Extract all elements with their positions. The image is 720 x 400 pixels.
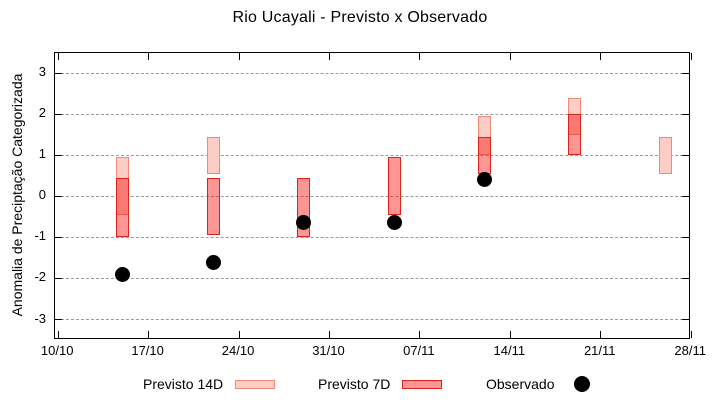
previsto-14d-bar [658, 136, 672, 174]
previsto-14d-bar [477, 116, 491, 156]
y-tick-label: -2 [34, 269, 46, 285]
observado-dot-icon [574, 376, 591, 392]
y-tick-left [55, 236, 62, 238]
x-tick-top [57, 53, 59, 60]
x-tick-bottom [57, 331, 59, 338]
y-tick-label: 1 [38, 146, 46, 162]
previsto-7d-bar [116, 177, 130, 238]
legend-item-previsto-7d: Previsto 7D [318, 376, 443, 392]
y-tick-label: 0 [38, 187, 46, 203]
legend-label-observado: Observado [486, 376, 555, 392]
legend-label-previsto-7d: Previsto 7D [318, 376, 391, 392]
previsto-7d-bar [568, 114, 582, 156]
previsto-7d-swatch-icon [402, 379, 443, 389]
x-tick-bottom [690, 331, 692, 338]
previsto-14d-bar [206, 136, 220, 174]
x-tick-top [328, 53, 330, 60]
y-tick-right [682, 277, 689, 279]
observado-point [115, 266, 131, 282]
x-tick-label: 10/10 [40, 343, 74, 358]
y-gridline [56, 154, 688, 156]
y-tick-right [682, 113, 689, 115]
y-gridline [56, 277, 688, 279]
y-tick-right [682, 236, 689, 238]
y-tick-right [682, 154, 689, 156]
legend: Previsto 14D Previsto 7D Observado [0, 374, 720, 400]
x-tick-label: 31/10 [312, 343, 345, 358]
plot-area [54, 52, 692, 339]
previsto-14d-swatch-icon [235, 379, 276, 389]
y-tick-left [55, 277, 62, 279]
y-gridline [56, 319, 688, 320]
x-tick-label: 07/11 [403, 343, 435, 358]
x-tick-bottom [419, 331, 421, 338]
previsto-7d-bar [387, 157, 401, 215]
previsto-7d-bar [477, 136, 491, 174]
y-tick-label: -3 [34, 310, 46, 326]
y-tick-right [682, 195, 689, 197]
observado-point [296, 215, 312, 231]
x-tick-top [238, 53, 240, 60]
x-tick-label: 21/11 [583, 343, 616, 358]
x-tick-top [419, 53, 421, 60]
y-tick-left [55, 195, 62, 197]
x-tick-label: 28/11 [674, 343, 706, 358]
x-tick-bottom [238, 331, 240, 338]
x-tick-label: 17/10 [131, 343, 164, 358]
x-tick-bottom [600, 331, 602, 338]
previsto-7d-bar [206, 177, 220, 236]
legend-item-observado: Observado [486, 376, 591, 392]
observado-point [476, 172, 492, 188]
y-tick-left [55, 113, 62, 115]
x-tick-label: 24/10 [221, 343, 255, 358]
legend-item-previsto-14d: Previsto 14D [143, 376, 276, 392]
y-tick-right [682, 319, 689, 320]
y-gridline [56, 72, 688, 74]
x-tick-bottom [328, 331, 330, 338]
y-tick-left [55, 319, 62, 320]
chart-title: Rio Ucayali - Previsto x Observado [232, 9, 488, 26]
observado-point [205, 254, 221, 270]
x-tick-label: 14/11 [493, 343, 526, 358]
y-tick-label: -1 [34, 228, 46, 244]
y-gridline [56, 195, 688, 197]
x-tick-bottom [509, 331, 511, 338]
x-tick-top [148, 53, 150, 60]
y-gridline [56, 113, 688, 115]
x-tick-top [600, 53, 602, 60]
legend-label-previsto-14d: Previsto 14D [143, 376, 224, 392]
y-tick-label: 3 [38, 64, 46, 80]
observado-point [386, 215, 402, 231]
x-tick-top [690, 53, 692, 60]
x-tick-top [509, 53, 511, 60]
y-tick-label: 2 [38, 105, 46, 121]
y-tick-left [55, 154, 62, 156]
y-gridline [56, 236, 688, 238]
y-tick-right [682, 72, 689, 74]
y-tick-left [55, 72, 62, 74]
x-tick-bottom [148, 331, 150, 338]
